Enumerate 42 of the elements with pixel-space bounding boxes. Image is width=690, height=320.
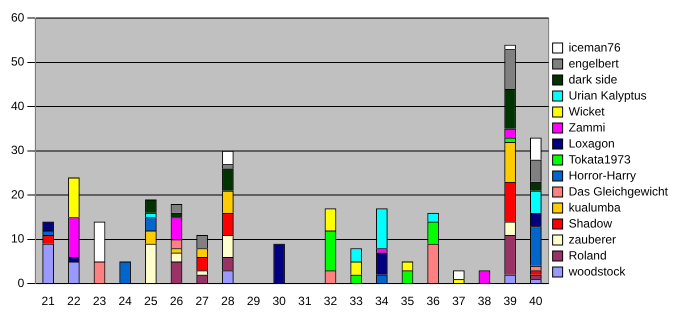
x-tick-label: 30 bbox=[272, 294, 286, 308]
x-tick-label: 34 bbox=[375, 294, 389, 308]
x-tick-label: 33 bbox=[349, 294, 364, 308]
y-tick-label: 60 bbox=[10, 10, 25, 25]
y-tick-label: 50 bbox=[10, 54, 25, 69]
legend-label: kualumba bbox=[568, 200, 621, 214]
legend-label: Horror-Harry bbox=[568, 168, 636, 182]
x-tick-label: 31 bbox=[298, 294, 312, 308]
y-tick-label: 0 bbox=[18, 276, 25, 290]
legend-label: dark side bbox=[568, 72, 618, 86]
x-tick-label: 39 bbox=[503, 294, 518, 308]
y-tick-label: 30 bbox=[10, 143, 25, 158]
x-tick-label: 35 bbox=[400, 294, 414, 308]
legend-label: Urian Kalyptus bbox=[568, 88, 647, 102]
x-tick-label: 32 bbox=[324, 294, 338, 308]
legend-label: iceman76 bbox=[568, 40, 621, 54]
x-tick-label: 37 bbox=[452, 294, 466, 308]
x-tick-label: 21 bbox=[42, 294, 56, 308]
x-tick-label: 28 bbox=[221, 294, 235, 308]
x-tick-label: 23 bbox=[92, 294, 106, 308]
legend-label: Shadow bbox=[568, 216, 612, 230]
x-tick-label: 36 bbox=[426, 294, 440, 308]
legend-label: Loxagon bbox=[568, 136, 615, 150]
legend-label: woodstock bbox=[568, 264, 626, 278]
legend-label: Tokata1973 bbox=[568, 152, 631, 166]
y-tick-label: 40 bbox=[10, 98, 25, 113]
legend-label: engelbert bbox=[568, 56, 620, 70]
legend-label: Roland bbox=[568, 248, 607, 262]
x-tick-label: 38 bbox=[478, 294, 492, 308]
x-tick-label: 22 bbox=[67, 294, 81, 308]
x-tick-label: 29 bbox=[246, 294, 260, 308]
legend-label: zauberer bbox=[568, 232, 616, 246]
x-tick-label: 40 bbox=[529, 294, 543, 308]
y-tick-label: 20 bbox=[10, 187, 25, 202]
legend-label: Zammi bbox=[568, 120, 606, 134]
x-tick-label: 24 bbox=[118, 294, 132, 308]
x-tick-label: 26 bbox=[170, 294, 184, 308]
legend-label: Wicket bbox=[568, 104, 606, 118]
legend-label: Das Gleichgewicht bbox=[568, 184, 669, 198]
x-tick-label: 25 bbox=[144, 294, 158, 308]
y-tick-label: 10 bbox=[10, 232, 25, 246]
x-tick-label: 27 bbox=[195, 294, 210, 308]
